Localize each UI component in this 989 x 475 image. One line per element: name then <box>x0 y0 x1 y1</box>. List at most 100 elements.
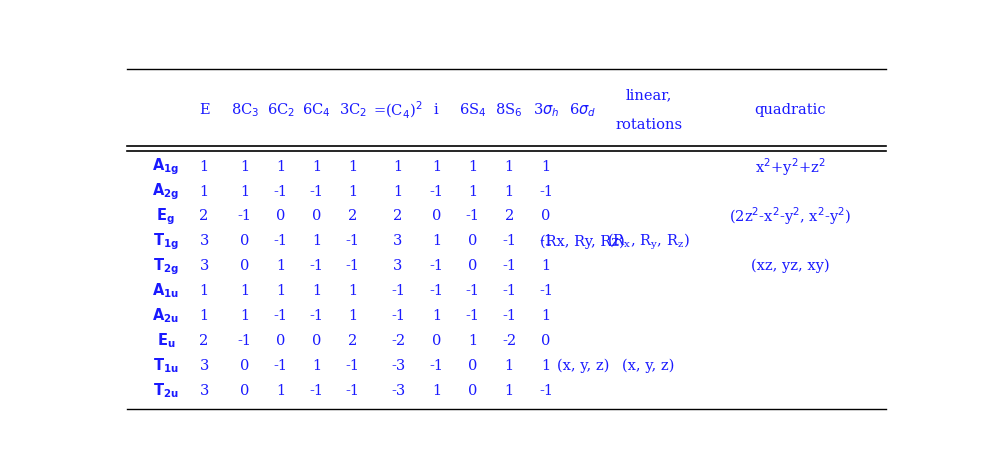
Text: 1: 1 <box>200 309 209 323</box>
Text: x$^2$+y$^2$+z$^2$: x$^2$+y$^2$+z$^2$ <box>756 156 826 178</box>
Text: 1: 1 <box>313 284 321 298</box>
Text: 0: 0 <box>468 359 477 373</box>
Text: 1: 1 <box>200 160 209 174</box>
Text: 3C$_2$: 3C$_2$ <box>339 101 367 119</box>
Text: -1: -1 <box>237 334 252 348</box>
Text: 1: 1 <box>541 259 551 273</box>
Text: -1: -1 <box>429 284 443 298</box>
Text: 0: 0 <box>468 259 477 273</box>
Text: 1: 1 <box>432 384 441 398</box>
Text: -1: -1 <box>391 284 405 298</box>
Text: -1: -1 <box>539 185 553 199</box>
Text: 1: 1 <box>313 359 321 373</box>
Text: 1: 1 <box>313 160 321 174</box>
Text: 1: 1 <box>541 309 551 323</box>
Text: linear,: linear, <box>625 88 672 103</box>
Text: 3: 3 <box>200 259 209 273</box>
Text: 1: 1 <box>276 284 285 298</box>
Text: -1: -1 <box>539 384 553 398</box>
Text: quadratic: quadratic <box>755 103 826 117</box>
Text: $\mathbf{T_{2g}}$: $\mathbf{T_{2g}}$ <box>153 256 179 276</box>
Text: $\mathbf{A_{2u}}$: $\mathbf{A_{2u}}$ <box>152 306 179 325</box>
Text: 0: 0 <box>468 234 477 248</box>
Text: 0: 0 <box>313 334 321 348</box>
Text: -1: -1 <box>310 384 323 398</box>
Text: 1: 1 <box>276 259 285 273</box>
Text: -1: -1 <box>502 284 516 298</box>
Text: 6C$_2$: 6C$_2$ <box>267 101 295 119</box>
Text: $\mathbf{T_{2u}}$: $\mathbf{T_{2u}}$ <box>153 381 179 400</box>
Text: 3: 3 <box>394 259 403 273</box>
Text: -1: -1 <box>429 185 443 199</box>
Text: -1: -1 <box>274 359 288 373</box>
Text: 8S$_6$: 8S$_6$ <box>495 101 523 119</box>
Text: 1: 1 <box>313 234 321 248</box>
Text: 1: 1 <box>276 160 285 174</box>
Text: 3: 3 <box>394 234 403 248</box>
Text: 1: 1 <box>504 384 513 398</box>
Text: -1: -1 <box>274 234 288 248</box>
Text: 0: 0 <box>431 209 441 223</box>
Text: 1: 1 <box>504 359 513 373</box>
Text: 8C$_3$: 8C$_3$ <box>230 101 259 119</box>
Text: -2: -2 <box>502 334 516 348</box>
Text: $\mathbf{T_{1u}}$: $\mathbf{T_{1u}}$ <box>153 356 179 375</box>
Text: -1: -1 <box>346 359 360 373</box>
Text: -3: -3 <box>391 359 405 373</box>
Text: 2: 2 <box>394 209 403 223</box>
Text: 3: 3 <box>200 359 209 373</box>
Text: 1: 1 <box>240 284 249 298</box>
Text: (x, y, z): (x, y, z) <box>622 359 674 373</box>
Text: i: i <box>434 103 439 117</box>
Text: -1: -1 <box>502 309 516 323</box>
Text: -3: -3 <box>391 384 405 398</box>
Text: -1: -1 <box>346 234 360 248</box>
Text: 3: 3 <box>200 234 209 248</box>
Text: 1: 1 <box>348 185 357 199</box>
Text: 6$\sigma_d$: 6$\sigma_d$ <box>570 101 596 119</box>
Text: 0: 0 <box>541 209 551 223</box>
Text: 1: 1 <box>432 160 441 174</box>
Text: $\mathbf{A_{1u}}$: $\mathbf{A_{1u}}$ <box>152 282 179 300</box>
Text: $\mathbf{A_{1g}}$: $\mathbf{A_{1g}}$ <box>152 156 179 177</box>
Text: 1: 1 <box>240 309 249 323</box>
Text: 6C$_4$: 6C$_4$ <box>303 101 331 119</box>
Text: 0: 0 <box>276 209 286 223</box>
Text: 1: 1 <box>468 334 477 348</box>
Text: 1: 1 <box>468 160 477 174</box>
Text: -1: -1 <box>346 384 360 398</box>
Text: -1: -1 <box>346 259 360 273</box>
Text: 1: 1 <box>541 359 551 373</box>
Text: $\mathbf{A_{2g}}$: $\mathbf{A_{2g}}$ <box>152 181 179 202</box>
Text: 1: 1 <box>504 160 513 174</box>
Text: 2: 2 <box>348 334 357 348</box>
Text: 1: 1 <box>394 160 403 174</box>
Text: $\mathbf{T_{1g}}$: $\mathbf{T_{1g}}$ <box>153 231 179 252</box>
Text: 2: 2 <box>200 209 209 223</box>
Text: -2: -2 <box>391 334 405 348</box>
Text: 0: 0 <box>240 359 249 373</box>
Text: 1: 1 <box>200 284 209 298</box>
Text: -1: -1 <box>539 284 553 298</box>
Text: $\mathbf{E_u}$: $\mathbf{E_u}$ <box>156 332 175 350</box>
Text: (x, y, z): (x, y, z) <box>557 359 609 373</box>
Text: 1: 1 <box>541 160 551 174</box>
Text: -1: -1 <box>466 284 480 298</box>
Text: 0: 0 <box>468 384 477 398</box>
Text: 0: 0 <box>276 334 286 348</box>
Text: 2: 2 <box>504 209 514 223</box>
Text: -1: -1 <box>539 234 553 248</box>
Text: -1: -1 <box>274 185 288 199</box>
Text: -1: -1 <box>310 309 323 323</box>
Text: 2: 2 <box>348 209 357 223</box>
Text: 3: 3 <box>200 384 209 398</box>
Text: 0: 0 <box>313 209 321 223</box>
Text: 1: 1 <box>200 185 209 199</box>
Text: =(C$_4$)$^2$: =(C$_4$)$^2$ <box>373 99 422 121</box>
Text: -1: -1 <box>502 259 516 273</box>
Text: (R$_\mathregular{x}$, R$_\mathregular{y}$, R$_\mathregular{z}$): (R$_\mathregular{x}$, R$_\mathregular{y}… <box>607 231 690 252</box>
Text: 1: 1 <box>394 185 403 199</box>
Text: -1: -1 <box>274 309 288 323</box>
Text: 0: 0 <box>431 334 441 348</box>
Text: 1: 1 <box>468 185 477 199</box>
